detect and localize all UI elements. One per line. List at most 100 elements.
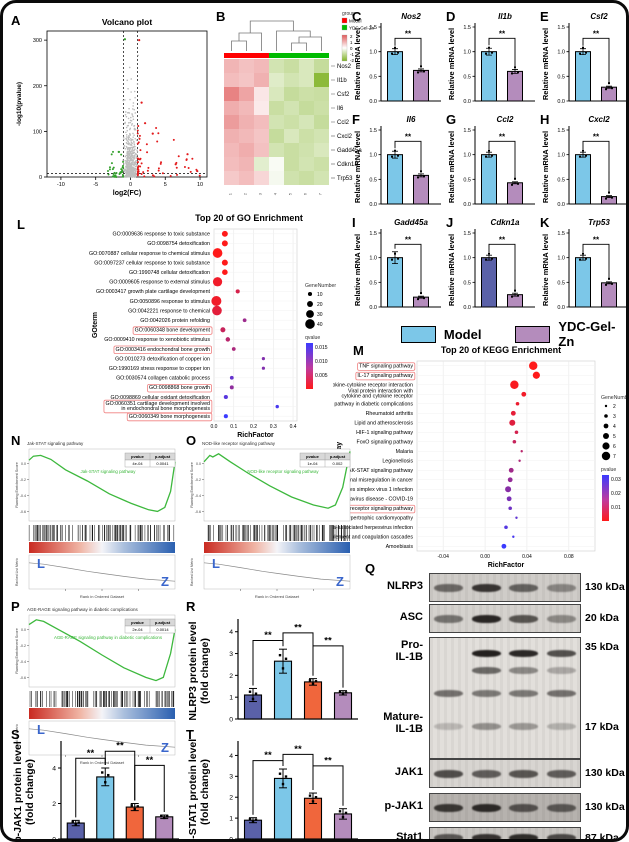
legend-size-label: 4 (613, 424, 616, 430)
bar-YDC-Gel-Zn (601, 282, 617, 308)
ns-point (126, 175, 128, 177)
term-label: GO:0098868 bone growth (149, 385, 210, 391)
heatmap-cell (239, 73, 254, 87)
data-point (491, 257, 493, 260)
heatmap-legend-swatch (341, 24, 348, 31)
x-tick-label: 5 (164, 182, 167, 188)
term-label-line: TNF signaling pathway (359, 364, 413, 370)
data-point (611, 196, 613, 199)
ns-point (128, 168, 131, 171)
protein-ylabel: NLRP3 protein level (187, 621, 199, 720)
protein-band (434, 583, 464, 592)
data-point (517, 71, 519, 74)
enrichment-dot (521, 391, 527, 397)
metric-curve (28, 728, 176, 748)
y-tick-label: 0 (229, 716, 233, 723)
y-tick-label: 0.0 (557, 305, 565, 311)
dendrogram-link (238, 32, 262, 51)
data-point (314, 680, 318, 683)
legend-size-dot (307, 291, 313, 297)
dendrogram-link (291, 42, 307, 51)
heatmap-cell (284, 129, 299, 143)
enrichment-dot (515, 516, 518, 519)
data-point (308, 794, 312, 797)
enrichment-dot (221, 259, 228, 266)
highlight-box (355, 371, 416, 381)
down-point (118, 172, 121, 175)
ns-point (127, 87, 129, 90)
enrichment-dot (510, 380, 519, 389)
mrna-ylabel: Relative mRNA level (447, 234, 456, 306)
term-label: GO:0098754 detoxification (147, 241, 210, 247)
down-point (108, 166, 111, 169)
up-point (151, 174, 154, 177)
panel-letter-E: E (540, 9, 549, 24)
stats-header-padjust: p.adjust (330, 454, 346, 459)
down-point (107, 173, 110, 176)
enrichment-dot (229, 385, 234, 390)
data-point (160, 814, 163, 818)
data-point (397, 257, 399, 260)
ns-point (126, 150, 129, 153)
term-label: Legionellosis (382, 459, 413, 465)
ns-point (126, 129, 129, 132)
legend-color-tick: 0.005 (315, 373, 328, 379)
data-point (251, 820, 255, 823)
up-point (174, 163, 177, 166)
up-point (186, 153, 189, 156)
data-point (605, 88, 607, 91)
stats-value-padjust: 0.0014 (156, 627, 169, 632)
term-label: GO:0009605 response to external stimulus (109, 280, 210, 286)
plot-area (213, 228, 298, 422)
term-label-line: HIF-1 signaling pathway (356, 430, 413, 436)
legend-size-label: 3 (613, 414, 616, 420)
ns-point (127, 159, 130, 162)
term-label: TNF signaling pathway (359, 364, 413, 370)
panel-letter-B: B (216, 9, 225, 24)
legend-size-dot (604, 414, 608, 418)
up-point (140, 101, 143, 104)
legend-size-dot (307, 301, 313, 307)
ns-point (132, 170, 135, 172)
bar-YDC-Gel-Zn (413, 296, 429, 308)
sig-bracket (394, 37, 422, 66)
legend-size-dot (603, 423, 609, 429)
mrna-ylabel: Relative mRNA level (447, 131, 456, 203)
panel-letter-S: S (11, 727, 20, 742)
ns-point (124, 155, 127, 158)
heatmap-col-label: 5 (288, 192, 293, 195)
gsea-annotation: NOD-like receptor signaling pathway (247, 469, 319, 474)
protein-band (546, 650, 576, 658)
heatmap-scale-tick: 2 (350, 34, 353, 39)
bar-YDC-Gel-Zn (413, 69, 429, 102)
term-label: Amoebiasis (386, 544, 414, 550)
highlight-box (147, 383, 212, 393)
data-point (517, 294, 519, 297)
ns-point (134, 128, 137, 131)
up-point (138, 158, 141, 161)
sig-label: ** (87, 748, 95, 759)
mrna-chart-Gadd45a: I Gadd45a 0.0 0.5 1.0 1.5 Relative mRNA level *… (351, 215, 445, 318)
heatmap-cell (224, 87, 239, 101)
up-point (146, 169, 149, 172)
ns-point (131, 176, 133, 178)
mrna-chart-Trp53: K Trp53 0.0 0.5 1.0 1.5 Relative mRNA level ** (539, 215, 626, 318)
enrichment-dot (505, 486, 512, 493)
heatmap-cell (224, 157, 239, 171)
panel-kegg-enrichment: M Top 20 of KEGG Enrichment -0.04 0.00 0.04 0… (283, 341, 626, 581)
bar-Model (481, 154, 497, 205)
term-label: Coronavirus disease - COVID-19 (336, 497, 413, 503)
bar-Model (481, 257, 497, 308)
ns-point (131, 142, 133, 145)
protein-band (509, 666, 539, 674)
ns-point (128, 163, 130, 166)
protein-band (434, 833, 464, 839)
data-point (314, 796, 318, 799)
data-point (248, 690, 252, 693)
term-label-line: GO:0060351 cartilage development involve… (105, 401, 210, 407)
heatmap-cell (239, 59, 254, 73)
heatmap-row-label: Trp53 (337, 176, 353, 182)
heatmap-cell (224, 73, 239, 87)
up-point (189, 170, 192, 173)
ns-point (135, 139, 138, 141)
